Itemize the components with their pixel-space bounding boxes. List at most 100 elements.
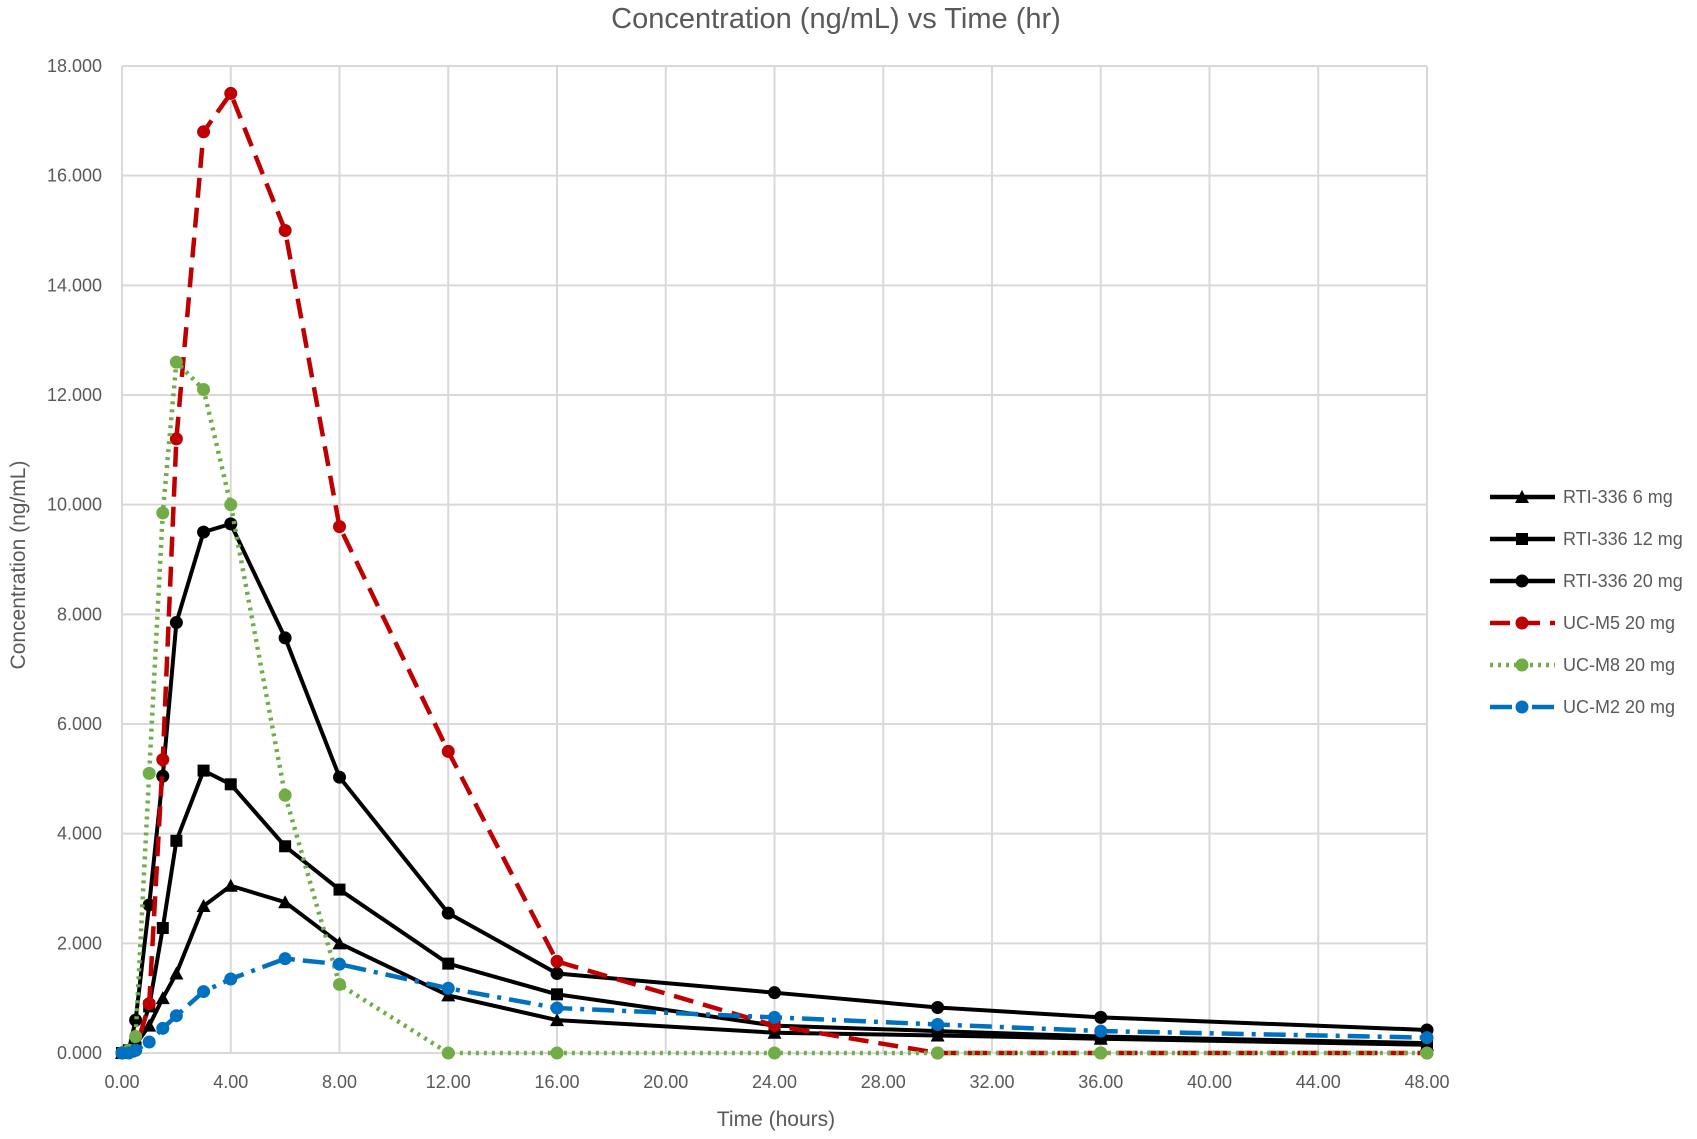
x-tick-label: 36.00 [1078, 1072, 1123, 1092]
legend-item: UC-M8 20 mg [1490, 655, 1675, 675]
x-tick-label: 12.00 [426, 1072, 471, 1092]
y-axis-label: Concentration (ng/mL) [7, 461, 30, 670]
data-point [156, 921, 169, 934]
data-point [441, 1046, 455, 1060]
legend-item: RTI-336 6 mg [1490, 487, 1673, 507]
legend-marker [1515, 574, 1529, 588]
legend-item: RTI-336 20 mg [1490, 571, 1683, 591]
data-point [142, 766, 156, 780]
data-point [441, 988, 456, 1002]
x-tick-label: 32.00 [969, 1072, 1014, 1092]
series-line [121, 91, 1427, 1056]
data-point [550, 1013, 564, 1027]
legend-label: RTI-336 20 mg [1563, 571, 1683, 591]
data-point [278, 952, 292, 966]
data-point [169, 355, 183, 369]
y-tick-label: 2.000 [57, 933, 102, 953]
data-point [169, 1009, 183, 1023]
series-line [121, 883, 1428, 1055]
data-point [278, 895, 293, 909]
data-point [441, 981, 455, 995]
data-point [1420, 1046, 1434, 1060]
legend-label: UC-M2 20 mg [1563, 697, 1675, 717]
data-point [768, 1010, 781, 1024]
x-tick-label: 0.00 [104, 1072, 139, 1092]
data-point [279, 840, 292, 853]
y-tick-label: 14.000 [47, 275, 102, 295]
legend-marker [1515, 490, 1529, 503]
data-point [169, 616, 183, 630]
data-point [1094, 1010, 1108, 1024]
data-point [142, 1035, 156, 1049]
data-point [931, 1000, 945, 1014]
data-point [224, 86, 238, 100]
y-tick-label: 18.000 [47, 56, 102, 76]
data-point [169, 432, 183, 446]
data-point [333, 520, 346, 534]
legend-label: UC-M5 20 mg [1563, 613, 1675, 633]
y-tick-label: 6.000 [57, 714, 102, 734]
data-point [767, 1025, 782, 1039]
data-point [224, 517, 238, 531]
series-5 [115, 952, 1434, 1060]
data-point [931, 1017, 945, 1031]
data-point [197, 525, 211, 539]
data-point [442, 957, 455, 970]
data-point [142, 997, 156, 1011]
x-tick-label: 8.00 [322, 1072, 357, 1092]
data-point [768, 1046, 781, 1060]
x-tick-label: 24.00 [752, 1072, 797, 1092]
data-point [155, 991, 170, 1005]
series-line [121, 359, 1427, 1056]
y-tick-label: 8.000 [57, 604, 102, 624]
data-point [1094, 1046, 1108, 1060]
data-point [169, 966, 184, 980]
data-point [129, 1043, 143, 1057]
data-point [278, 631, 292, 645]
legend-item: UC-M5 20 mg [1490, 613, 1675, 633]
x-axis-label: Time (hours) [717, 1108, 835, 1131]
x-tick-label: 16.00 [534, 1072, 579, 1092]
data-point [768, 986, 781, 1000]
data-point [278, 224, 292, 237]
data-point [550, 966, 564, 980]
data-point [550, 1046, 564, 1060]
legend-label: RTI-336 6 mg [1563, 487, 1673, 507]
legend-label: RTI-336 12 mg [1563, 529, 1683, 549]
legend-marker [1515, 616, 1529, 630]
data-point [931, 1046, 945, 1060]
data-point [197, 985, 211, 999]
y-tick-label: 10.000 [47, 495, 102, 515]
data-point [278, 788, 292, 802]
legend: RTI-336 6 mg RTI-336 12 mg RTI-336 20 mg UC… [1490, 487, 1683, 717]
data-point [197, 383, 211, 397]
data-point [333, 957, 346, 971]
legend-label: UC-M8 20 mg [1563, 655, 1675, 675]
data-point [224, 972, 238, 986]
series-line [121, 521, 1428, 1055]
chart-title: Concentration (ng/mL) vs Time (hr) [611, 3, 1061, 35]
data-point [333, 770, 346, 784]
data-point [197, 125, 211, 139]
data-point [129, 1030, 143, 1044]
y-tick-label: 4.000 [57, 824, 102, 844]
data-point [142, 1018, 157, 1032]
legend-marker [1515, 658, 1529, 672]
x-tick-labels: 0.00 4.00 8.00 12.00 16.00 20.00 24.00 28.00 32.… [104, 1072, 1449, 1092]
data-point [441, 906, 455, 920]
x-tick-label: 40.00 [1187, 1072, 1232, 1092]
data-point [156, 753, 170, 767]
legend-marker [1515, 700, 1529, 714]
data-point [551, 988, 563, 1001]
data-point [197, 764, 210, 777]
plot-area [115, 86, 1434, 1060]
legend-marker [1516, 533, 1528, 545]
series-line [122, 956, 1428, 1056]
data-point [1420, 1031, 1434, 1045]
data-point [333, 977, 346, 991]
data-point [332, 936, 347, 950]
data-point [441, 744, 455, 758]
data-point [156, 1021, 170, 1035]
data-point [156, 506, 170, 520]
